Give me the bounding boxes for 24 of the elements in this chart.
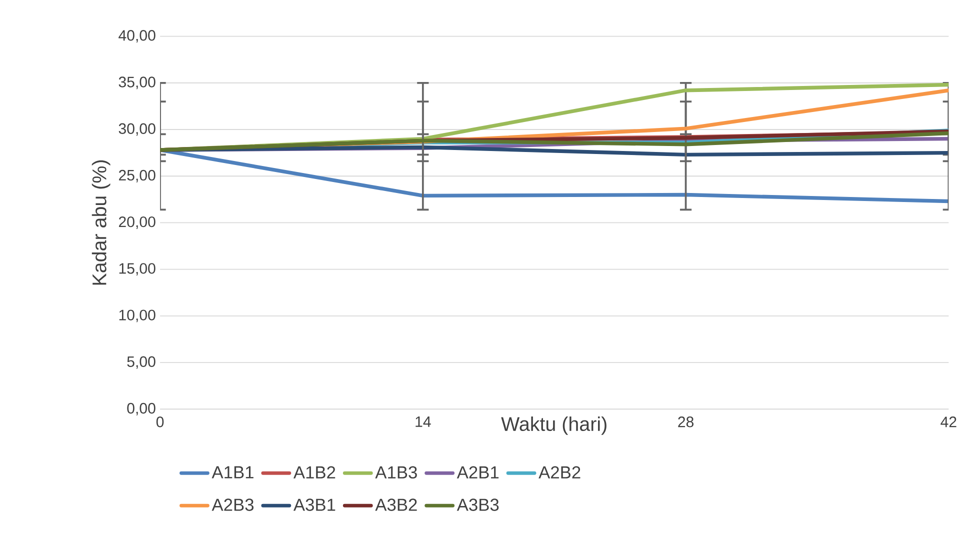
legend-label: A1B3 xyxy=(375,466,417,478)
y-tick-label: 20,00 xyxy=(118,216,156,229)
x-tick-label: 28 xyxy=(678,416,694,428)
legend-label: A3B3 xyxy=(456,498,499,511)
legend-label: A2B3 xyxy=(212,498,254,511)
y-tick-label: 40,00 xyxy=(118,30,156,42)
legend-label: A3B2 xyxy=(375,498,417,511)
y-tick-label: 0,00 xyxy=(127,402,156,416)
y-tick-label: 5,00 xyxy=(127,356,156,369)
y-tick-label: 30,00 xyxy=(118,123,156,136)
y-axis-title: Kadar abu (%) xyxy=(92,160,110,285)
x-tick-label: 42 xyxy=(940,416,956,428)
legend-label: A1B1 xyxy=(212,466,254,478)
x-axis-title: Waktu (hari) xyxy=(501,416,606,435)
y-tick-label: 25,00 xyxy=(118,170,156,182)
y-tick-label: 15,00 xyxy=(119,263,156,276)
legend-label: A2B2 xyxy=(538,466,580,478)
legend-label: A3B1 xyxy=(293,498,336,511)
y-tick-label: 10,00 xyxy=(119,310,156,322)
legend-label: A2B1 xyxy=(456,466,499,478)
legend-label: A1B2 xyxy=(293,466,336,478)
x-tick-label: 0 xyxy=(156,416,164,428)
x-tick-label: 14 xyxy=(416,416,431,427)
y-tick-label: 35,00 xyxy=(118,76,156,90)
